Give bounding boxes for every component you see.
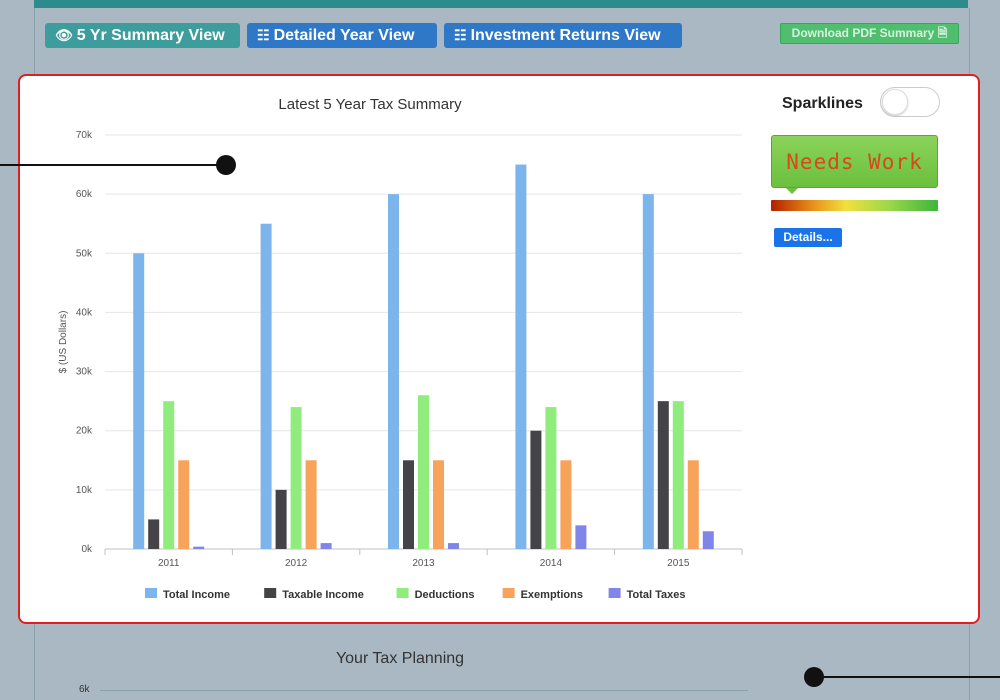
legend-swatch (396, 588, 409, 598)
grid-icon: ☷ (454, 27, 467, 43)
bar (290, 407, 302, 549)
bar (320, 543, 332, 549)
x-tick-label: 2012 (285, 558, 308, 569)
planning-y-tick: 6k (79, 684, 90, 695)
annotation-line-right (814, 676, 1000, 678)
download-pdf-button[interactable]: Download PDF Summary 🗎 (780, 23, 959, 44)
annotation-dot-left (216, 155, 236, 175)
legend-swatch (145, 588, 157, 598)
x-tick-label: 2015 (667, 558, 690, 569)
legend-label: Taxable Income (282, 589, 364, 601)
x-tick-label: 2013 (412, 558, 435, 569)
bar (403, 460, 414, 549)
toggle-knob (882, 89, 908, 115)
status-indicator: Needs Work (771, 135, 938, 188)
bar (575, 525, 587, 549)
status-pointer (786, 188, 798, 194)
detailed-view-label: Detailed Year View (273, 27, 415, 44)
bar (305, 460, 317, 549)
status-gradient-scale (771, 200, 938, 211)
y-tick-label: 0k (81, 544, 93, 555)
bar (657, 401, 669, 549)
x-tick-label: 2014 (540, 558, 563, 569)
bar (515, 164, 527, 550)
y-tick-label: 40k (76, 307, 93, 318)
download-pdf-label: Download PDF Summary (791, 26, 935, 40)
bar (163, 401, 175, 549)
eye-icon: 👁 (55, 27, 73, 43)
bar (687, 460, 699, 549)
annotation-dot-right (804, 667, 824, 687)
y-tick-label: 20k (76, 426, 93, 437)
details-button[interactable]: Details... (774, 228, 842, 247)
bar (260, 223, 272, 549)
bar (275, 489, 287, 549)
bar (418, 395, 429, 549)
bar (448, 543, 459, 549)
legend-swatch (264, 588, 277, 598)
y-tick-label: 10k (76, 485, 93, 496)
x-tick-label: 2011 (158, 558, 180, 569)
y-tick-label: 70k (76, 130, 93, 141)
summary-view-button[interactable]: 👁 5 Yr Summary View (45, 23, 240, 48)
pdf-file-icon: 🗎 (937, 26, 948, 40)
annotation-line-left (0, 164, 226, 166)
sparklines-toggle[interactable] (880, 87, 940, 117)
legend-label: Total Income (163, 589, 230, 601)
y-tick-label: 60k (76, 189, 93, 200)
bar (545, 407, 557, 549)
y-axis-label: $ (US Dollars) (58, 311, 69, 374)
bar (193, 546, 205, 549)
legend-swatch (608, 588, 621, 598)
investment-view-label: Investment Returns View (470, 27, 661, 44)
top-accent-bar (34, 0, 968, 8)
planning-title: Your Tax Planning (335, 650, 465, 667)
bar (672, 401, 684, 549)
bar (642, 194, 654, 549)
bar (148, 519, 160, 549)
legend-label: Exemptions (521, 589, 583, 601)
bar (388, 194, 399, 549)
investment-view-button[interactable]: ☷ Investment Returns View (444, 23, 682, 48)
bar (702, 531, 714, 549)
bar (433, 460, 444, 549)
planning-gridline (100, 690, 748, 691)
y-tick-label: 50k (76, 248, 93, 259)
legend-label: Total Taxes (627, 589, 686, 601)
bar (133, 253, 145, 550)
legend-swatch (502, 588, 515, 598)
grid-icon: ☷ (257, 27, 270, 43)
bar (530, 430, 542, 549)
chart-title: Latest 5 Year Tax Summary (278, 96, 462, 113)
legend-label: Deductions (415, 589, 475, 601)
summary-view-label: 5 Yr Summary View (76, 27, 225, 44)
bar (560, 460, 572, 549)
bar (178, 460, 190, 549)
sparklines-label: Sparklines (782, 95, 863, 112)
y-tick-label: 30k (76, 367, 93, 378)
detailed-view-button[interactable]: ☷ Detailed Year View (247, 23, 437, 48)
